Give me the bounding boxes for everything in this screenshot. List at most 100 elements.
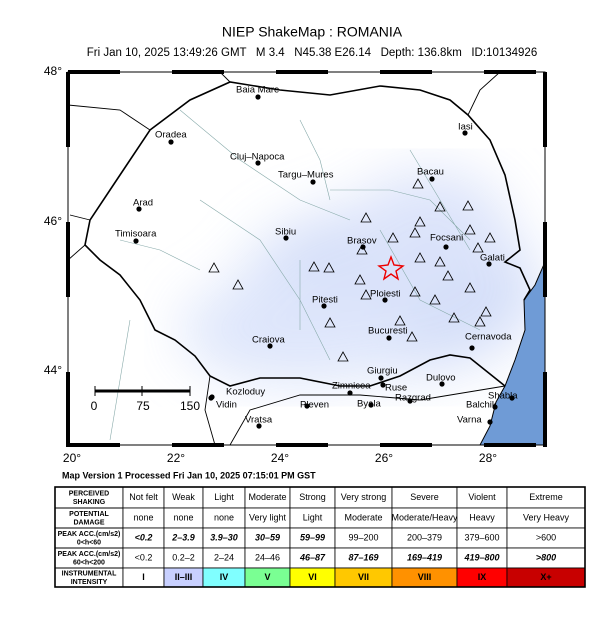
station [232, 279, 244, 290]
legend-text: Violent [468, 492, 496, 502]
lon-label: 20° [63, 451, 81, 465]
city-dot [382, 297, 388, 303]
city-dot [304, 403, 310, 409]
legend-text: 2–3.9 [171, 532, 195, 542]
city-dot [429, 176, 435, 182]
frame-bar [276, 70, 328, 74]
legend-text: 46–87 [299, 552, 326, 562]
subtitle: Fri Jan 10, 2025 13:49:26 GMT M 3.4 N45.… [87, 47, 537, 59]
legend-text: V [264, 572, 270, 582]
legend-text: Very light [249, 512, 287, 522]
station [414, 252, 426, 263]
lon-label: 28° [479, 451, 497, 465]
city-dot [310, 179, 316, 185]
city-label: Sibiu [275, 227, 296, 238]
row-header: 60<h<200 [73, 559, 105, 566]
city-label: Cluj–Napoca [230, 152, 285, 163]
frame-bar [172, 443, 224, 447]
station [406, 331, 418, 342]
station [412, 178, 424, 189]
frame-bar [66, 222, 70, 297]
legend-text: Very Heavy [523, 512, 570, 522]
station [337, 351, 349, 362]
city-label: Targu–Mures [278, 170, 334, 181]
legend-text: >600 [536, 532, 556, 542]
legend-text: 59–99 [300, 532, 325, 542]
frame-bar [543, 72, 547, 147]
city-dot [255, 160, 261, 166]
station [472, 242, 484, 253]
frame-bar [380, 70, 432, 74]
city-label: Kozloduy [226, 387, 265, 398]
station [208, 262, 220, 273]
city-dot [255, 94, 261, 100]
legend-text: Very strong [341, 492, 387, 502]
station [409, 227, 421, 238]
legend-text: 169–419 [407, 552, 442, 562]
city-dot [368, 402, 374, 408]
city-label: Giurgiu [367, 366, 398, 377]
frame-bar [484, 70, 536, 74]
frame-bar [66, 72, 70, 147]
legend-text: VII [358, 572, 369, 582]
legend-text: Strong [299, 492, 326, 502]
legend-text: 0.2–2 [172, 552, 195, 562]
frame-bar [68, 443, 120, 447]
frame-bar [543, 372, 547, 447]
station [429, 294, 441, 305]
city-dot [360, 244, 366, 250]
epicenter-star [377, 255, 405, 281]
frame-bar [276, 443, 328, 447]
city-dot [462, 130, 468, 136]
station [414, 216, 426, 227]
city-dot [386, 335, 392, 341]
legend-text: 379–600 [464, 532, 499, 542]
city-dot [487, 419, 493, 425]
lon-label: 22° [167, 451, 185, 465]
legend-text: Extreme [529, 492, 563, 502]
city-dot [486, 261, 492, 267]
legend-text: <0.2 [135, 532, 153, 542]
station [323, 262, 335, 273]
city-label: Baia Mare [236, 85, 279, 96]
station [464, 282, 476, 293]
city-dot [492, 404, 498, 410]
city-dot [439, 381, 445, 387]
cities: Baia Mare Oradea Cluj–Napoca Targu–Mures Ias… [115, 85, 518, 429]
frame-bar [172, 70, 224, 74]
legend-text: 2–24 [214, 552, 234, 562]
city-label: Arad [133, 198, 153, 209]
city-label: Balchik [466, 400, 497, 411]
row-header: PEAK ACC.(cm/s2) [58, 551, 121, 558]
frame-bar [484, 443, 536, 447]
legend-text: IV [220, 572, 229, 582]
legend-text: VIII [418, 572, 432, 582]
legend-text: none [173, 512, 193, 522]
city-dot [509, 395, 515, 401]
city-label: Pleven [300, 400, 329, 411]
city-label: Brasov [347, 236, 377, 247]
scale-bar [94, 386, 191, 396]
city-dot [347, 390, 353, 396]
city-dot [133, 238, 139, 244]
legend-text: Weak [172, 492, 195, 502]
legend-text: Severe [410, 492, 439, 502]
legend-text: Moderate [344, 512, 382, 522]
legend-text: none [133, 512, 153, 522]
city-label: Oradea [155, 130, 187, 141]
station [434, 201, 446, 212]
city-dot [469, 345, 475, 351]
legend-text: 99–200 [348, 532, 378, 542]
city-dot [378, 375, 384, 381]
legend-text: 24–46 [255, 552, 280, 562]
legend-text: VI [308, 572, 317, 582]
legend-border [54, 486, 586, 588]
station [308, 261, 320, 272]
legend-text: 3.9–30 [210, 532, 238, 542]
lon-label: 26° [375, 451, 393, 465]
legend-text: Moderate/Heavy [391, 512, 458, 522]
row-header: INSTRUMENTAL [62, 570, 117, 577]
lat-label: 44° [44, 363, 62, 377]
graticule-ticks: 48° 46° 44° 20° 22° 24° 26° 28° [44, 64, 547, 465]
